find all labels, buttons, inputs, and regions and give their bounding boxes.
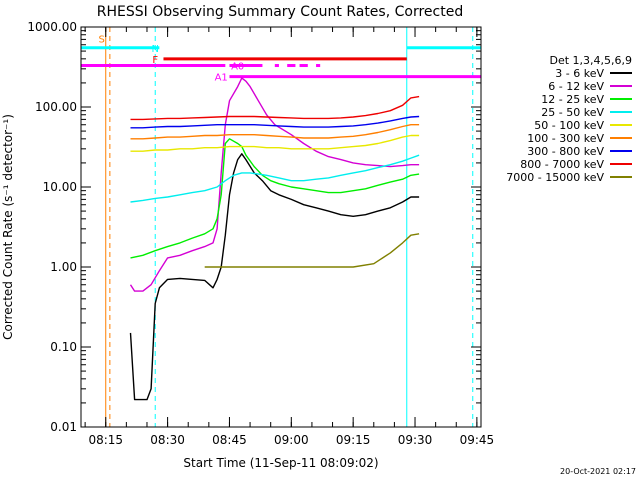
y-tick-label: 1.00 (50, 260, 77, 274)
legend-label: 6 - 12 keV (548, 80, 604, 93)
x-tick-label: 09:30 (398, 433, 433, 447)
x-tick-label: 08:15 (88, 433, 123, 447)
y-tick-label: 0.10 (50, 340, 77, 354)
annotation-n: N (151, 44, 158, 55)
legend-label: 50 - 100 keV (534, 119, 604, 132)
series-line-3 (130, 154, 420, 203)
series-line-4 (130, 134, 420, 152)
legend-label: 3 - 6 keV (555, 67, 604, 80)
x-tick-label: 09:00 (274, 433, 309, 447)
legend-label: 800 - 7000 keV (520, 158, 604, 171)
x-tick-label: 09:45 (460, 433, 495, 447)
legend-label: 100 - 300 keV (527, 132, 604, 145)
annotation-s: S (98, 34, 104, 45)
legend-title: Det 1,3,4,5,6,9 (549, 54, 632, 67)
series-line-2 (130, 138, 420, 259)
series-line-8 (204, 233, 420, 268)
plot-frame (80, 26, 482, 428)
y-tick-label: 1000.00 (27, 20, 77, 34)
series-line-7 (130, 95, 420, 121)
annotation-a0: A0 (231, 62, 244, 73)
y-axis: 0.01 0.10 1.00 10.00 100.00 1000.00 (27, 20, 481, 434)
legend-label: 25 - 50 keV (541, 106, 604, 119)
x-axis: 08:15 08:30 08:45 09:00 09:15 09:30 09:45 (84, 27, 495, 447)
legend-label: 7000 - 15000 keV (506, 171, 604, 184)
legend-label: 12 - 25 keV (541, 93, 604, 106)
x-tick-label: 08:45 (212, 433, 247, 447)
series-line-5 (130, 123, 420, 140)
x-tick-label: 08:30 (150, 433, 185, 447)
chart-title: RHESSI Observing Summary Count Rates, Co… (97, 4, 463, 20)
series-line-1 (129, 77, 420, 292)
x-axis-label: Start Time (11-Sep-11 08:09:02) (183, 456, 378, 470)
y-axis-label: Corrected Count Rate (s⁻¹ detector⁻¹) (1, 114, 15, 340)
y-tick-label: 100.00 (35, 100, 77, 114)
series-line-0 (129, 153, 420, 401)
y-tick-label: 10.00 (43, 180, 77, 194)
legend-label: 300 - 800 keV (527, 145, 604, 158)
annotation-f: F (152, 55, 158, 66)
render-timestamp: 20-Oct-2021 02:17 (560, 467, 636, 476)
series-line-6 (130, 115, 420, 129)
x-tick-label: 09:15 (336, 433, 371, 447)
y-tick-label: 0.01 (50, 420, 77, 434)
annotation-a1: A1 (215, 73, 228, 84)
